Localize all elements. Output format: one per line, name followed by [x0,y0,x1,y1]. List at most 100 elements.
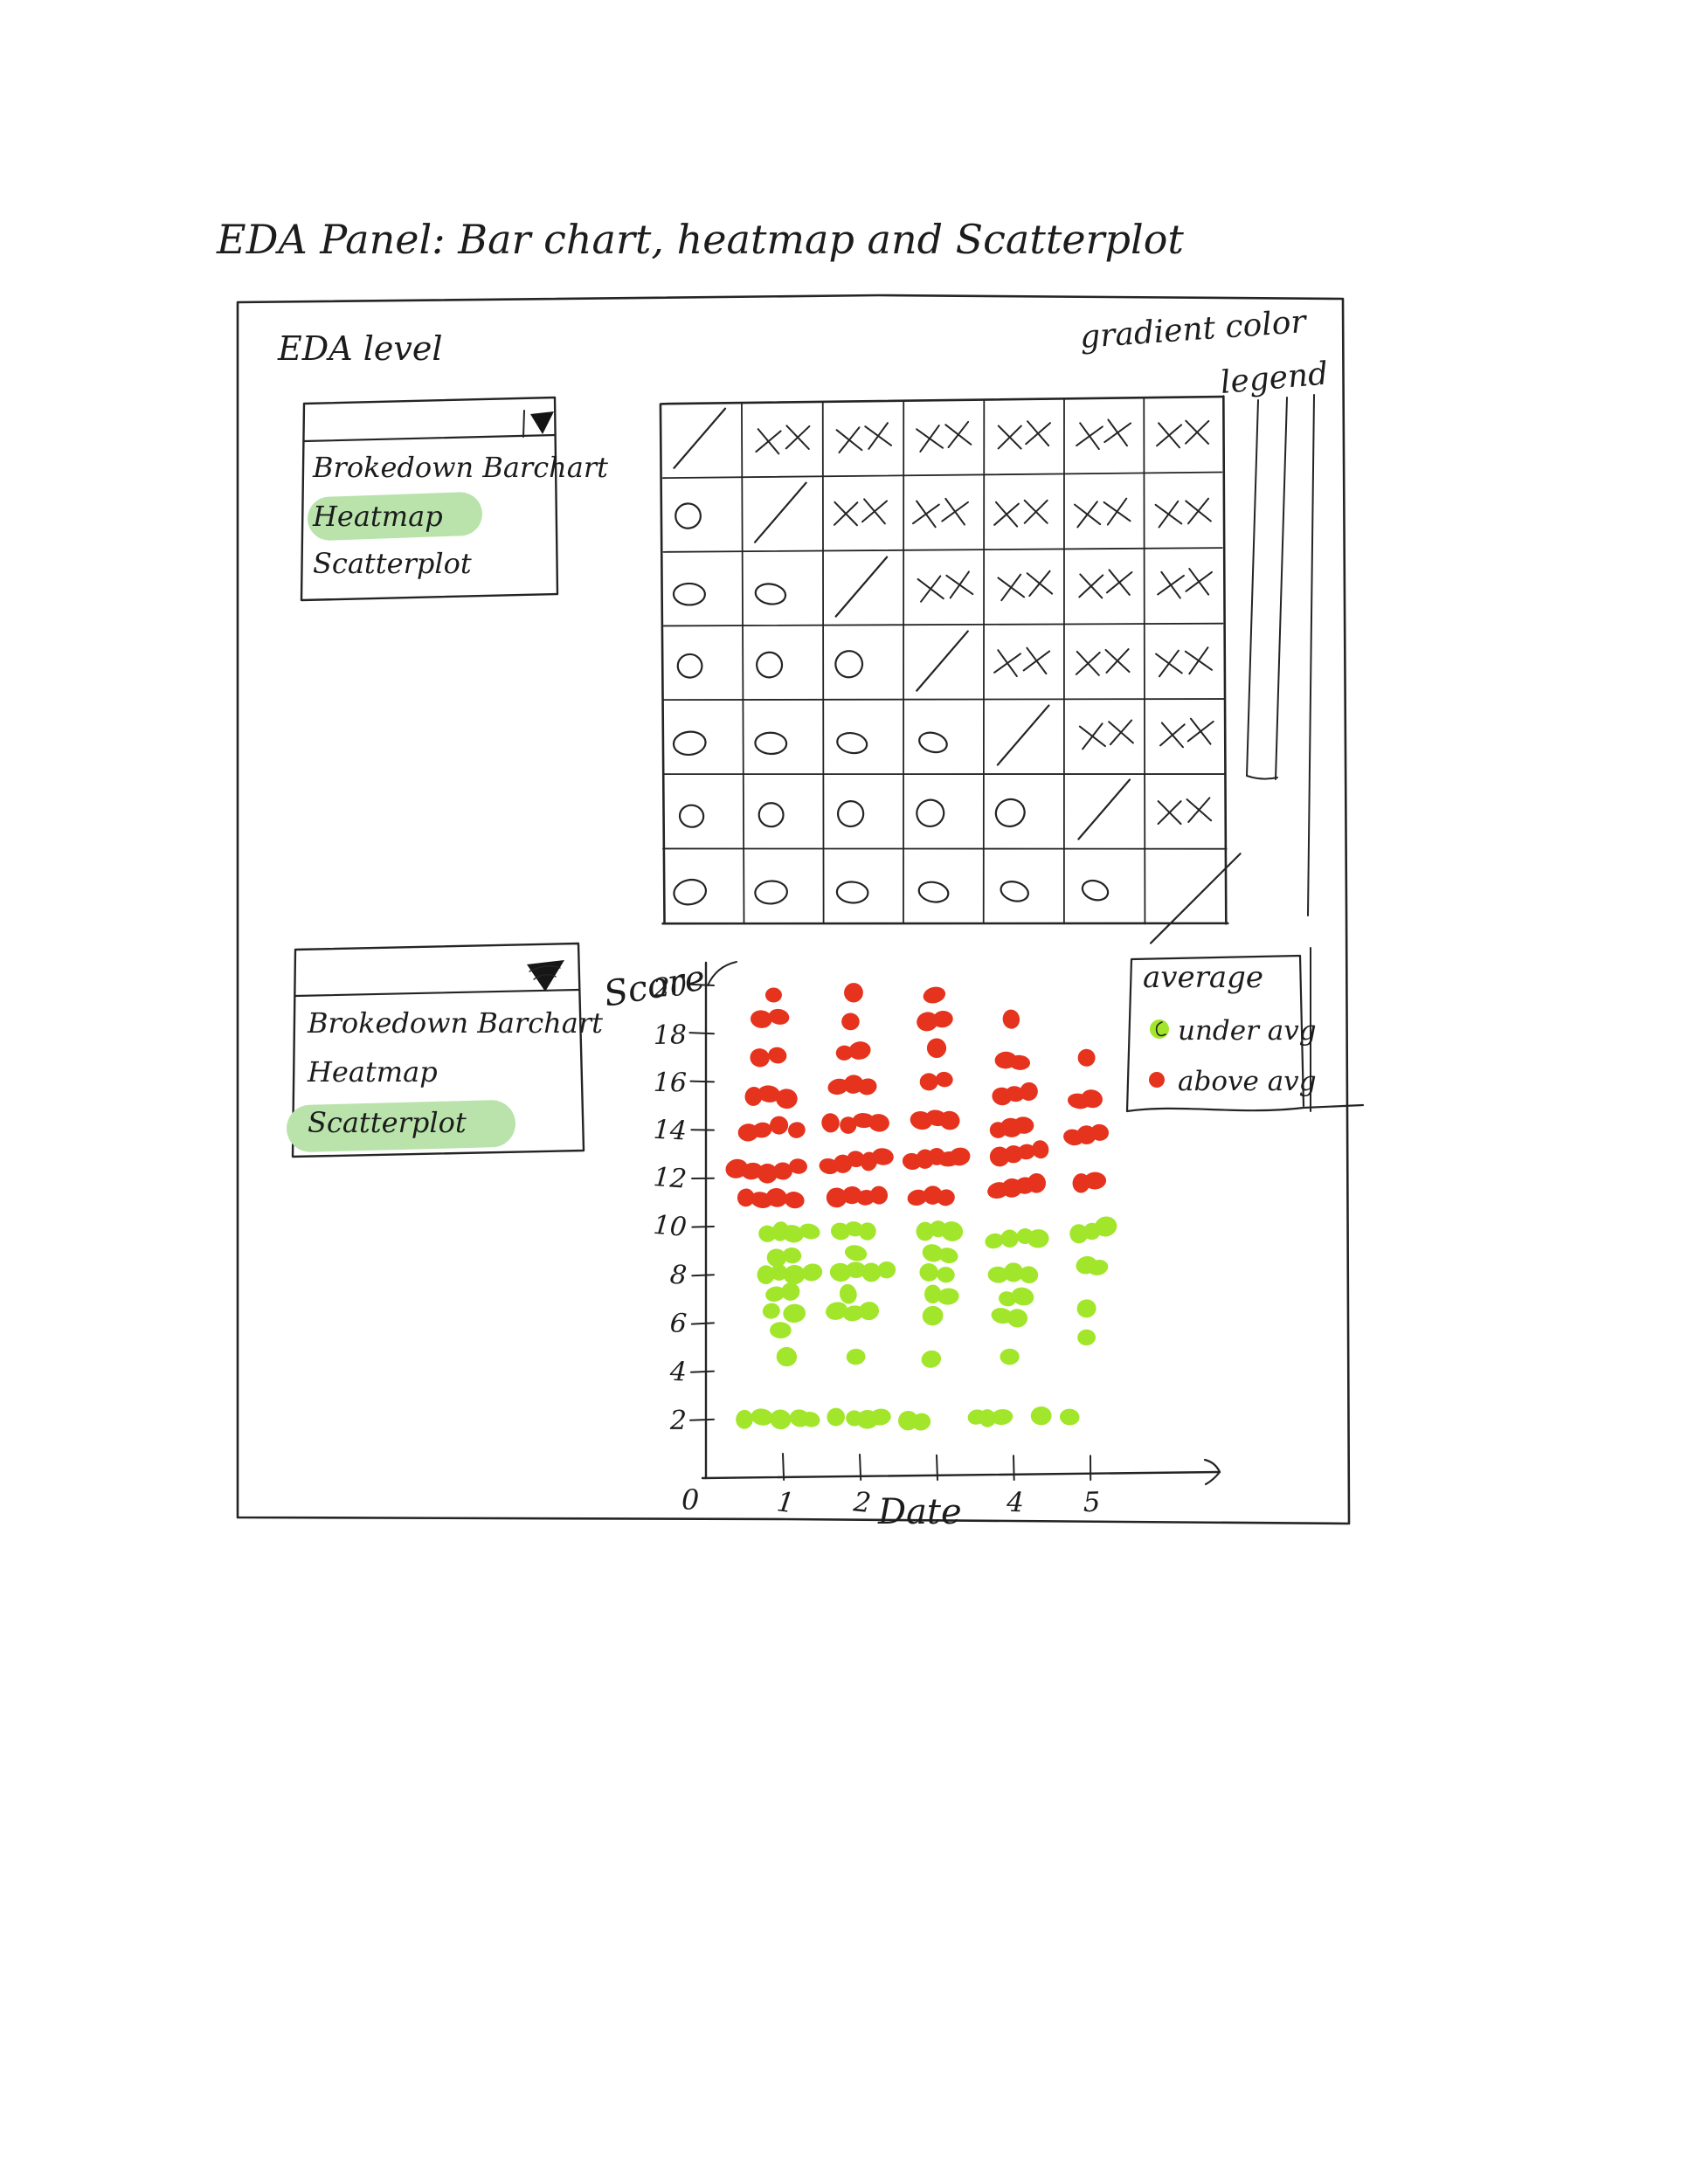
scatter-dot [922,1305,944,1326]
y-tick-label: 2 [669,1406,687,1436]
scatter-dot [770,1322,792,1339]
scatter-dot [858,1222,876,1241]
scatter-dot [1003,1262,1024,1282]
scatter-dot [1027,1173,1047,1193]
x-tick-label: 4 [1006,1487,1025,1518]
dropdown2-option-brokedown-barchart[interactable]: Brokedown Barchart [307,1006,603,1040]
heatmap-cell-diagonal [1149,853,1242,944]
scatter-dot [830,1222,851,1241]
heatmap-gridline [1062,397,1065,925]
heatmap-cell-diagonal [834,556,889,618]
heatmap-cell-cross [1078,722,1106,750]
dropdown1-option-scatterplot[interactable]: Scatterplot [313,547,472,580]
heatmap-cell-cross [1076,422,1103,451]
heatmap-gridline [741,403,745,924]
heatmap-cell-cross [1074,501,1102,529]
y-tick-label: 10 [652,1210,688,1243]
heatmap-cell-diagonal [673,407,727,469]
heatmap-cell-cross [1156,422,1183,449]
scatter-dot [736,1409,753,1429]
heatmap-cell-cross [1154,500,1183,529]
scatter-dot [1000,1229,1019,1248]
scatter-dot [839,1283,857,1304]
scatter-series-under-avg [736,1216,1117,1431]
heatmap-cell-cross [1103,497,1131,526]
scatter-dot [826,1187,847,1208]
heatmap-gridline [821,402,825,924]
scatter-dot [783,1264,806,1285]
scatter-dot [941,1221,964,1241]
heatmap-cell-cross [941,497,969,526]
heatmap-cell-cross [1103,418,1132,447]
scatter-dot [1017,1144,1036,1160]
heatmap-cell-cross [835,426,863,454]
selected-option-highlight [287,1100,515,1152]
heatmap-cell-cross [993,649,1021,678]
scatter-dot [766,1248,787,1268]
scatter-dot [922,1244,944,1262]
heatmap-cell-cross [1157,800,1182,826]
heatmap-cell-cross [1185,419,1210,445]
heatmap-gridline [662,698,1225,702]
scatter-dot [847,1151,865,1168]
heatmap-gridline [661,471,1223,480]
dropdown2-option-scatterplot[interactable]: Scatterplot [308,1106,467,1139]
heatmap-cell-cross [1025,420,1052,447]
heatmap-cell-circle [1000,881,1029,902]
chart-type-dropdown-2[interactable]: Brokedown Barchart Heatmap Scatterplot [286,942,603,1158]
heatmap-cell-cross [944,420,972,448]
heatmap-cell-circle [754,583,787,605]
scatter-dot [1081,1089,1103,1109]
heatmap-cell-circle [678,804,705,828]
x-tick-label: 2 [851,1486,872,1519]
x-axis-arrow [1203,1458,1221,1486]
dropdown1-option-heatmap[interactable]: Heatmap [312,500,443,533]
scatter-dot [782,1247,802,1264]
chart-type-dropdown-1[interactable]: Brokedown Barchart Heatmap Scatterplot [300,396,608,602]
scatter-dot [781,1282,800,1301]
heatmap-cell-cross [1186,717,1214,745]
scatter-dot [765,1187,787,1207]
heatmap-cell-cross [997,425,1022,450]
scatter-dot [801,1263,823,1282]
scatter-dot [1002,1009,1020,1029]
scatter-dot [844,983,863,1003]
heatmap-cell-circle [836,800,865,828]
heatmap-cell-circle [836,731,868,755]
scatter-dot [1077,1329,1096,1346]
y-tick-label: 14 [653,1115,688,1147]
scatter-dot [1004,1145,1023,1164]
scatter-dot [1094,1216,1117,1237]
scatter-dot [907,1189,928,1206]
x-axis-label: Date [877,1492,962,1532]
dropdown2-option-heatmap[interactable]: Heatmap [307,1055,438,1089]
scatter-dot [1090,1123,1110,1141]
y-tick-label: 16 [654,1068,688,1099]
page-title: EDA Panel: Bar chart, heatmap and Scatte… [216,216,1184,263]
dropdown-arrow-icon[interactable] [527,960,564,992]
scatter-dot [911,1413,931,1431]
scatter-dot [937,1267,955,1283]
heatmap-cell-circle [918,731,948,754]
heatmap-cell-cross [1105,569,1133,596]
dropdown-arrow-icon[interactable] [530,411,554,434]
scatter-dot [868,1114,889,1132]
heatmap-cell-cross [1184,646,1213,675]
scatter-dot [771,1263,788,1281]
scatter-dot [869,1185,889,1205]
scatter-dot [843,1305,864,1322]
scatter-dot [1007,1309,1028,1328]
heatmap-cell-circle [754,880,788,905]
x-tick [1013,1455,1015,1481]
heatmap-cell-cross [1078,573,1104,599]
y-axis-label: Score [601,957,709,1015]
scatter-dot [1020,1082,1038,1102]
scatter-dot [821,1113,840,1133]
scatter-dot [1076,1299,1097,1318]
scatter-dot [758,1225,777,1242]
scatter-dot [752,1122,772,1138]
dropdown1-option-brokedown-barchart[interactable]: Brokedown Barchart [312,451,608,484]
scatter-dot [789,1158,807,1174]
y-tick-label: 18 [653,1019,687,1051]
